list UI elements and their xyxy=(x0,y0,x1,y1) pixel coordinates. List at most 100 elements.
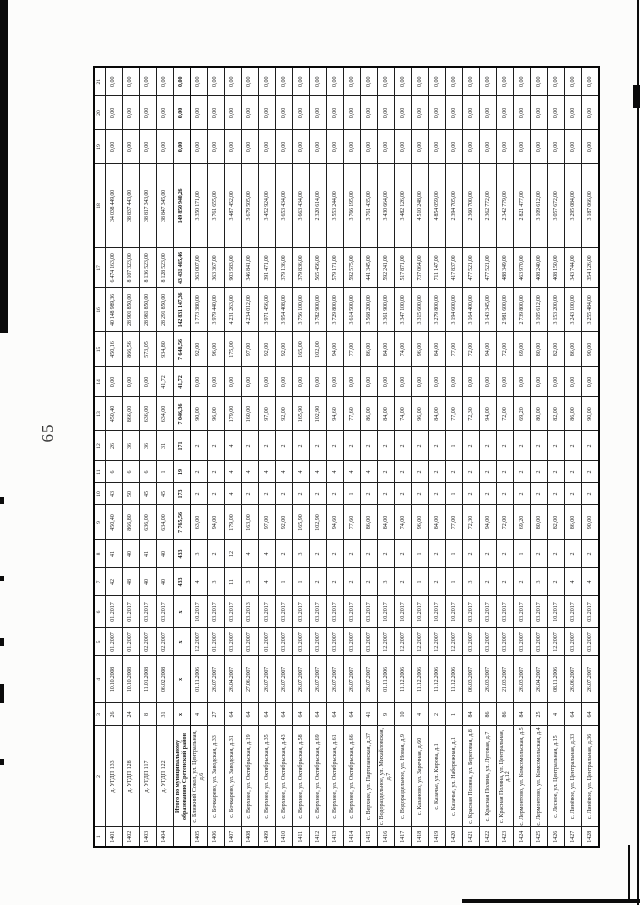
table-cell: 2 xyxy=(564,483,582,505)
table-cell: 0,00 xyxy=(428,130,446,164)
scan-artifact-right-blob xyxy=(633,85,640,108)
table-cell: 82,00 xyxy=(547,505,565,540)
table-cell: 2 xyxy=(360,431,378,461)
table-cell: 94,00 xyxy=(479,505,497,540)
table-row: 1411 с. Верхнее, ул. Октябрьская, д.58 64 2… xyxy=(292,67,310,847)
table-cell: 592 241,00 xyxy=(377,248,395,288)
table-cell: 1 773 380,00 xyxy=(190,288,208,332)
table-cell: 2 xyxy=(513,568,531,596)
table-cell: 1428 xyxy=(581,827,599,847)
table-cell: 0,00 xyxy=(139,130,157,164)
table-cell: 0,00 xyxy=(445,130,463,164)
table-cell: 3 766 195,00 xyxy=(343,164,361,248)
table-cell: 3 782 900,00 xyxy=(309,288,327,332)
column-header-cell: 11 xyxy=(94,461,106,483)
table-cell: 2 xyxy=(428,568,446,596)
table-cell: 2 xyxy=(513,431,531,461)
table-cell: 0,00 xyxy=(275,130,293,164)
table-cell: 4 xyxy=(581,568,599,596)
table-cell: 03.2007 xyxy=(479,628,497,656)
table-cell: 26.03.2007 xyxy=(479,656,497,703)
table-cell: 72,00 xyxy=(496,505,514,540)
column-header-cell: 12 xyxy=(94,431,106,461)
table-cell: 4 xyxy=(292,461,310,483)
table-cell: 0,00 xyxy=(122,130,140,164)
table-cell: 11.12.2006 xyxy=(445,656,463,703)
table-cell: 0,00 xyxy=(360,367,378,397)
table-cell: 03.2017 xyxy=(156,596,174,628)
table-cell: 0,00 xyxy=(513,130,531,164)
page-number: 65 xyxy=(38,423,57,443)
table-cell: 03.2017 xyxy=(224,596,242,628)
table-cell: 1405 xyxy=(190,827,208,847)
table-cell: 0,00 xyxy=(292,367,310,397)
table-cell: 3 105 612,00 xyxy=(530,288,548,332)
table-cell: 1 xyxy=(411,540,429,568)
table-cell: 94,00 xyxy=(207,505,225,540)
table-cell: 0,00 xyxy=(564,130,582,164)
table-cell: 0,00 xyxy=(547,130,565,164)
table-cell: 1 xyxy=(343,483,361,505)
table-row: 1426 с. Лесное, ул. Центральная, д.15 4 08.… xyxy=(547,67,565,847)
table-cell: 2 xyxy=(513,483,531,505)
table-cell: 11.12.2006 xyxy=(428,656,446,703)
table-row: 1403 д. УГДП 117 8 11.01.2008 02.2007 03.2017… xyxy=(139,67,157,847)
table-cell: 634,00 xyxy=(156,397,174,431)
table-cell: 26 xyxy=(105,703,123,726)
table-cell: 711 147,00 xyxy=(428,248,446,288)
table-cell: 8 107 323,00 xyxy=(122,248,140,288)
table-cell: 72,00 xyxy=(496,332,514,367)
table-cell: 4 xyxy=(224,483,242,505)
table-cell: 1 xyxy=(445,483,463,505)
table-cell: 2 xyxy=(564,461,582,483)
table-cell: 03.2007 xyxy=(581,628,599,656)
table-cell: 2 xyxy=(326,431,344,461)
table-cell: 01.2007 xyxy=(122,628,140,656)
table-cell: 1409 xyxy=(258,827,276,847)
table-cell: 165,90 xyxy=(292,397,310,431)
table-cell: 2 xyxy=(411,483,429,505)
table-cell: 102,90 xyxy=(309,505,327,540)
table-cell: 1407 xyxy=(224,827,242,847)
table-cell: 40 xyxy=(122,540,140,568)
table-cell: 6 xyxy=(122,461,140,483)
table-cell: 417 837,00 xyxy=(445,248,463,288)
table-cell: 97,00 xyxy=(258,397,276,431)
table-cell: 10.2017 xyxy=(428,596,446,628)
table-cell: 92,00 xyxy=(190,332,208,367)
table-cell: 2 xyxy=(292,431,310,461)
table-cell: 64 xyxy=(581,703,599,726)
table-cell: 0,00 xyxy=(156,96,174,130)
table-cell: 0,00 xyxy=(190,96,208,130)
table-cell: 21.03.2007 xyxy=(496,656,514,703)
table-cell: 1414 xyxy=(343,827,361,847)
table-cell: 0,00 xyxy=(224,67,242,96)
column-header-cell: 2 xyxy=(94,726,106,827)
table-cell: 3 295 084,00 xyxy=(564,164,582,248)
table-cell: 0,00 xyxy=(377,67,395,96)
table-cell: 0,00 xyxy=(275,367,293,397)
table-row: 1422 с. Красная Поляна, ул. Луговая, д.7 8… xyxy=(479,67,497,847)
table-cell: 96,00 xyxy=(207,397,225,431)
table-row: 1424 с. Лермонтово, ул. Комсомольская, д.… xyxy=(513,67,531,847)
table-cell: 2 xyxy=(581,483,599,505)
table-cell: 3 xyxy=(241,568,259,596)
table-cell: 1410 xyxy=(275,827,293,847)
table-cell: 03.2017 xyxy=(343,596,361,628)
table-cell: 0,00 xyxy=(445,96,463,130)
table-cell: 48 xyxy=(122,568,140,596)
table-cell: 3 954 408,00 xyxy=(275,288,293,332)
table-cell: 86 xyxy=(496,703,514,726)
table-cell: 2 xyxy=(496,483,514,505)
table-cell: 175,00 xyxy=(224,332,242,367)
table-cell: 2 xyxy=(496,568,514,596)
table-cell: 3 614 500,00 xyxy=(343,288,361,332)
table-cell: 0,00 xyxy=(139,96,157,130)
table-cell: с. Бочкарево, ул. Заводская, д.31 xyxy=(224,726,242,827)
table-cell: 2 xyxy=(275,540,293,568)
table-cell: 28 901 850,00 xyxy=(122,288,140,332)
table-cell: 0,00 xyxy=(309,96,327,130)
table-cell: 77,00 xyxy=(343,332,361,367)
table-cell: 2 xyxy=(190,431,208,461)
table-cell: с. Водораздельное, ул. Михайловская, д.7 xyxy=(377,726,395,827)
